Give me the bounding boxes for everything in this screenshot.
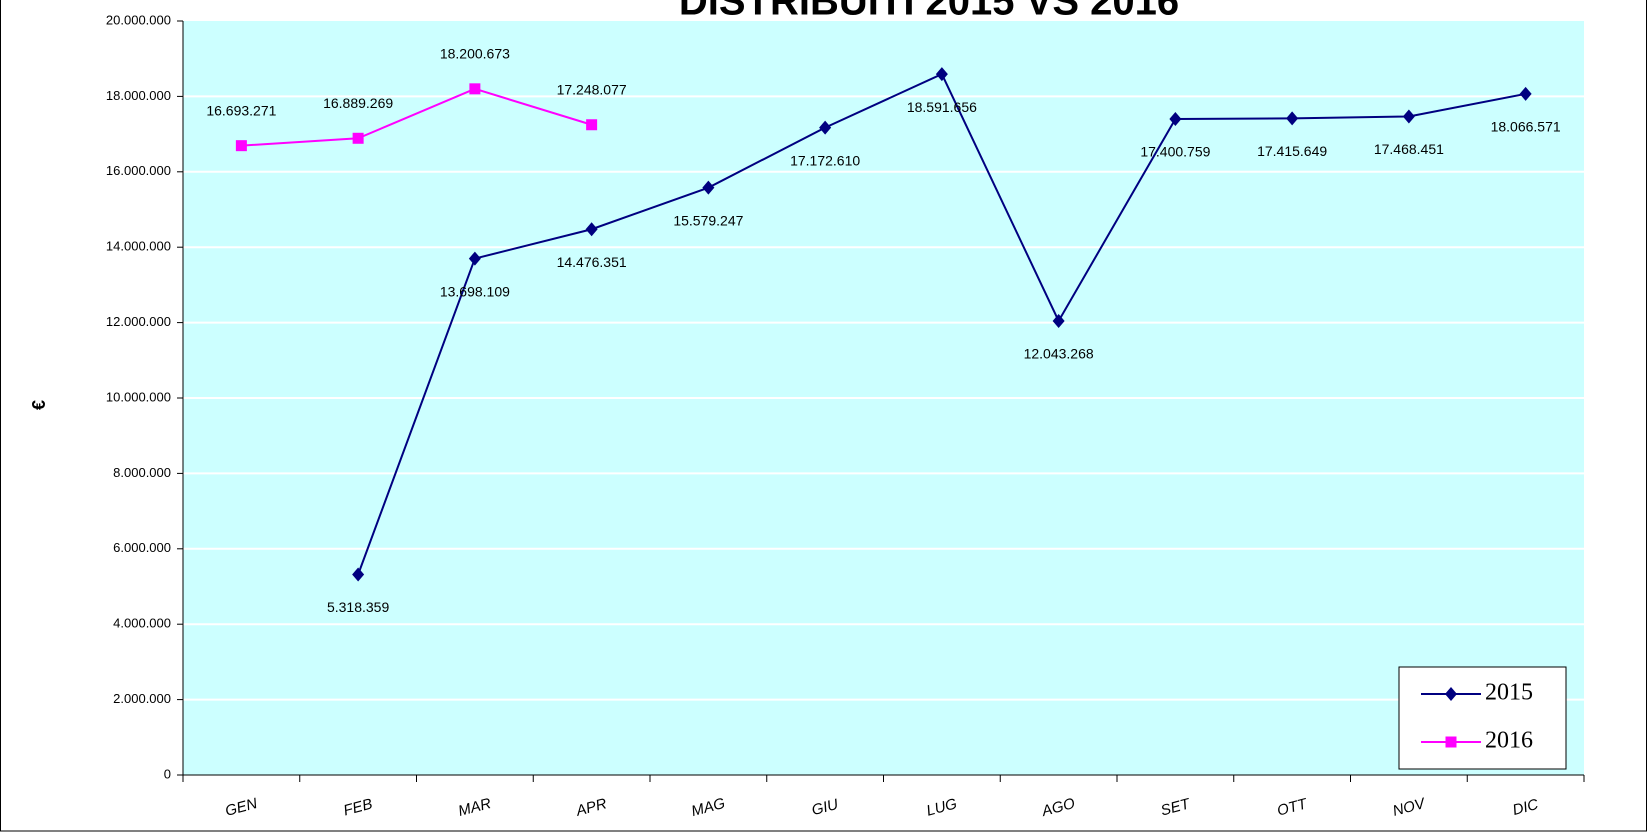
data-label: 17.468.451 xyxy=(1374,141,1444,157)
y-tick-label: 16.000.000 xyxy=(106,163,171,178)
point xyxy=(468,251,481,266)
point xyxy=(1169,111,1182,126)
y-tick-label: 0 xyxy=(164,766,171,781)
point xyxy=(585,222,598,237)
point xyxy=(1402,109,1415,124)
point xyxy=(1052,313,1065,328)
x-tick-label: DIC xyxy=(1511,796,1541,819)
series-line xyxy=(241,87,592,147)
data-label: 17.400.759 xyxy=(1140,144,1210,160)
data-label: 14.476.351 xyxy=(557,254,627,270)
data-label: 18.066.571 xyxy=(1491,119,1561,135)
point xyxy=(352,567,365,582)
point xyxy=(586,119,598,131)
data-label: 15.579.247 xyxy=(673,212,743,228)
y-axis-label: € xyxy=(29,400,49,410)
data-label: 17.172.610 xyxy=(790,152,860,168)
y-tick-label: 8.000.000 xyxy=(113,465,171,480)
chart-title: DISTRIBUITI 2015 VS 2016 xyxy=(679,0,1179,24)
point xyxy=(469,83,481,95)
data-label: 13.698.109 xyxy=(440,283,510,299)
legend-label: 2015 xyxy=(1485,680,1533,706)
x-tick-label: GIU xyxy=(810,796,840,819)
y-tick-label: 12.000.000 xyxy=(106,314,171,329)
data-label: 16.889.269 xyxy=(323,95,393,111)
data-label: 12.043.268 xyxy=(1024,346,1094,362)
y-tick-label: 2.000.000 xyxy=(113,691,171,706)
point xyxy=(819,120,832,135)
point xyxy=(235,140,247,152)
point xyxy=(1445,736,1457,748)
data-label: 18.200.673 xyxy=(440,46,510,62)
point xyxy=(702,180,715,195)
point xyxy=(1286,111,1299,126)
point xyxy=(935,67,948,82)
y-tick-label: 10.000.000 xyxy=(106,389,171,404)
data-label: 5.318.359 xyxy=(327,599,389,615)
point xyxy=(1519,86,1532,101)
y-tick-label: 4.000.000 xyxy=(113,616,171,631)
point xyxy=(352,132,364,144)
y-tick-label: 6.000.000 xyxy=(113,540,171,555)
point xyxy=(1445,687,1457,701)
x-tick-label: FEB xyxy=(342,795,375,819)
legend-box xyxy=(1398,666,1567,770)
legend-label: 2016 xyxy=(1485,728,1533,754)
data-label: 18.591.656 xyxy=(907,99,977,115)
data-label: 17.248.077 xyxy=(557,81,627,97)
y-tick-label: 14.000.000 xyxy=(106,239,171,254)
data-label: 17.415.649 xyxy=(1257,143,1327,159)
y-tick-label: 18.000.000 xyxy=(106,88,171,103)
y-tick-label: 20.000.000 xyxy=(106,12,171,27)
data-label: 16.693.271 xyxy=(206,102,276,118)
